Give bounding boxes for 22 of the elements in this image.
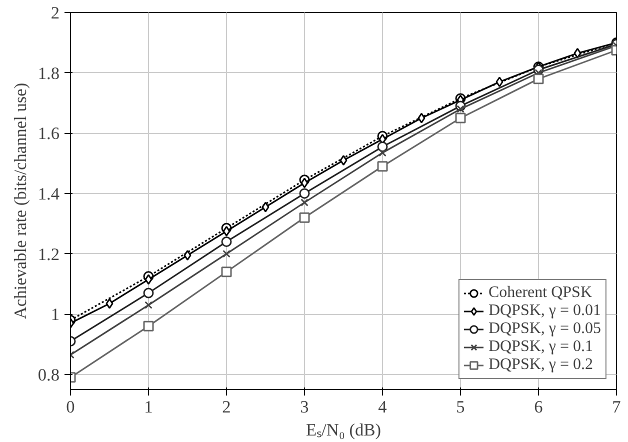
legend-label: DQPSK, γ = 0.2 bbox=[488, 356, 593, 374]
legend-label: DQPSK, γ = 0.05 bbox=[488, 320, 601, 338]
x-tick-label: 7 bbox=[612, 398, 622, 416]
x-axis-title: Eₛ/N₀ (dB) bbox=[306, 420, 382, 440]
y-tick-label: 2 bbox=[50, 4, 60, 22]
y-axis-title: Achievable rate (bits/channel use) bbox=[10, 82, 30, 320]
y-tick-label: 1.6 bbox=[38, 124, 60, 144]
x-tick-label: 4 bbox=[378, 398, 388, 416]
x-tick-label: 3 bbox=[300, 398, 309, 416]
y-tick-label: 1 bbox=[50, 305, 60, 324]
legend-label: DQPSK, γ = 0.1 bbox=[488, 338, 593, 356]
legend-label: DQPSK, γ = 0.01 bbox=[488, 302, 601, 320]
x-tick-label: 0 bbox=[66, 398, 75, 416]
y-tick-label: 1.4 bbox=[38, 184, 60, 204]
y-tick-label: 1.2 bbox=[38, 244, 60, 264]
x-tick-label: 6 bbox=[534, 398, 544, 416]
legend-label: Coherent QPSK bbox=[488, 284, 592, 302]
x-tick-label: 5 bbox=[456, 398, 465, 416]
x-tick-label: 2 bbox=[222, 398, 231, 416]
y-tick-label: 1.8 bbox=[38, 64, 60, 83]
x-tick-label: 1 bbox=[144, 398, 153, 416]
y-tick-label: 0.8 bbox=[38, 365, 60, 384]
